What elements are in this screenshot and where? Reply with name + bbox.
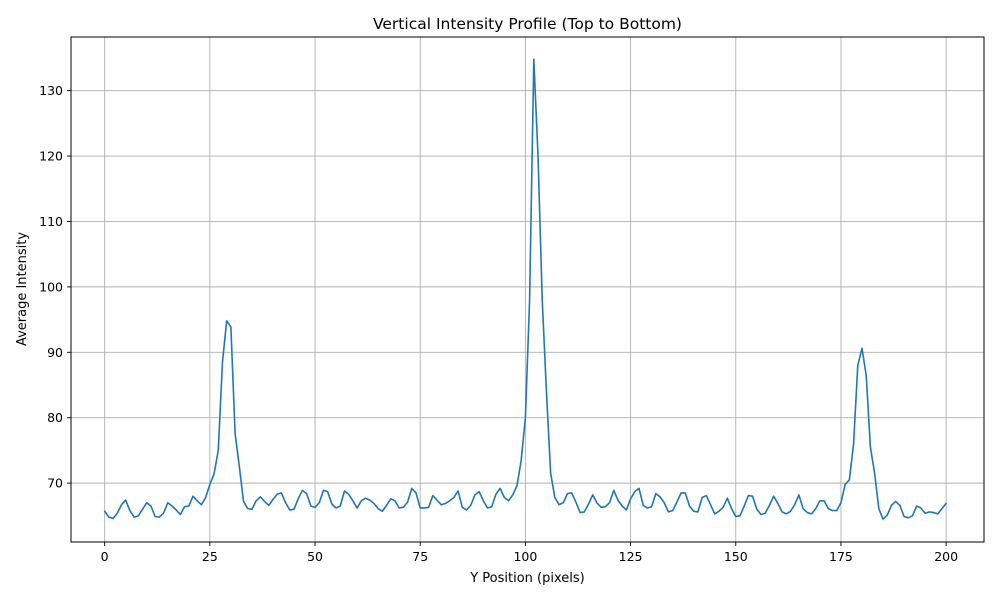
- x-axis-title: Y Position (pixels): [469, 571, 585, 586]
- series-line: [103, 58, 947, 520]
- y-tick-label: 120: [39, 149, 63, 164]
- y-axis-title: Average Intensity: [15, 232, 30, 346]
- x-tick-label: 175: [829, 549, 853, 564]
- grid-lines: [71, 37, 984, 542]
- y-tick-label: 70: [47, 476, 63, 491]
- x-tick-label: 125: [619, 549, 643, 564]
- x-tick-label: 75: [412, 549, 428, 564]
- x-tick-label: 200: [934, 549, 958, 564]
- y-tick-label: 100: [39, 279, 63, 294]
- axis-ticks: 0 25 50 75 100 125 150 175 200 70 80 90 100 110 120 130: [39, 83, 958, 564]
- x-tick-label: 0: [101, 549, 109, 564]
- chart-title: Vertical Intensity Profile (Top to Botto…: [373, 15, 682, 33]
- plot-area-frame: [70, 36, 985, 543]
- x-tick-label: 25: [202, 549, 218, 564]
- x-tick-label: 150: [724, 549, 748, 564]
- series-layer: [103, 58, 947, 520]
- y-tick-label: 130: [39, 83, 63, 98]
- x-tick-label: 50: [307, 549, 323, 564]
- x-tick-label: 100: [513, 549, 537, 564]
- y-tick-label: 90: [47, 345, 63, 360]
- y-tick-label: 80: [47, 410, 63, 425]
- y-tick-label: 110: [39, 214, 63, 229]
